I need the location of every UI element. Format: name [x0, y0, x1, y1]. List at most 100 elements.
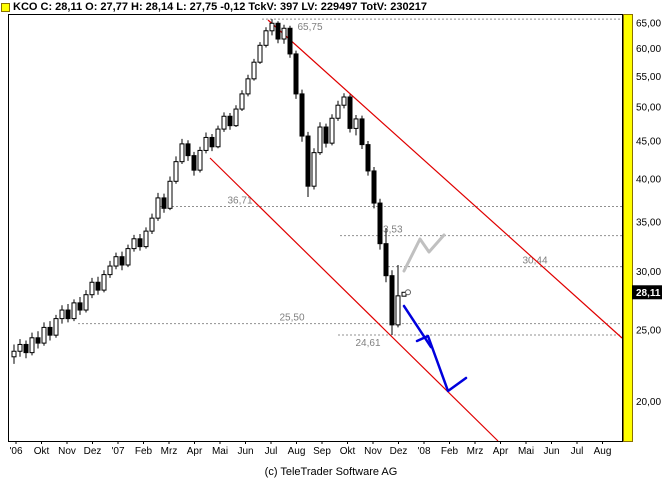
candle-body	[125, 248, 131, 266]
candle-body	[155, 197, 161, 219]
candle-body	[77, 302, 83, 311]
candle-body	[179, 143, 185, 163]
candle-body	[53, 318, 59, 336]
projection-1	[402, 304, 433, 349]
candle-body	[101, 274, 107, 291]
x-axis-label: Apr	[187, 446, 203, 457]
candle-body	[275, 22, 281, 40]
projection-2	[415, 334, 468, 393]
x-axis-label: Aug	[594, 446, 612, 457]
y-axis-label: 20,00	[636, 397, 661, 408]
candle-body	[233, 108, 239, 127]
candle-body	[281, 27, 287, 40]
quote-line: KCO C: 28,11 O: 27,77 H: 28,14 L: 27,75 …	[13, 1, 427, 13]
candle-body	[17, 343, 23, 352]
trendline-2	[209, 157, 499, 442]
candle-body	[251, 61, 257, 80]
x-axis-label: Dez	[84, 446, 102, 457]
x-axis-label: Aug	[288, 446, 306, 457]
candle-body	[371, 170, 377, 204]
candle-body	[11, 350, 17, 358]
y-axis-label: 55,00	[636, 72, 661, 83]
candle-body	[221, 115, 227, 130]
candle-body	[143, 230, 149, 248]
y-axis-label: 65,00	[636, 18, 661, 29]
candle-body	[257, 44, 263, 63]
candle-body	[83, 294, 89, 311]
candle-body	[341, 96, 347, 106]
price-axis-strip[interactable]	[623, 14, 633, 442]
current-price-box	[632, 285, 662, 300]
x-axis-label: Mrz	[467, 446, 484, 457]
x-axis-label: Nov	[58, 446, 76, 457]
candle-body	[203, 136, 209, 151]
candle-body	[119, 256, 125, 266]
candle-body	[23, 343, 29, 354]
last-price-marker	[405, 289, 411, 296]
candle-body	[227, 115, 233, 127]
y-axis-label: 45,00	[636, 137, 661, 148]
x-axis-label: Dez	[390, 446, 408, 457]
candle-body	[149, 217, 155, 232]
x-axis-label: Jun	[237, 446, 253, 457]
candle-body	[137, 238, 143, 248]
x-axis-label: Okt	[34, 446, 50, 457]
candle-body	[185, 143, 191, 157]
candle-body	[317, 126, 323, 154]
level-label-33,53: 33,53	[377, 225, 402, 236]
candle-body	[113, 256, 119, 267]
copyright-text: (c) TeleTrader Software AG	[264, 466, 398, 478]
candle-body	[311, 152, 317, 187]
y-axis-label: 60,00	[636, 44, 661, 55]
x-axis-label: Mai	[518, 446, 534, 457]
x-axis-label: Feb	[135, 446, 153, 457]
x-axis-label: Jul	[265, 446, 278, 457]
candle-body	[287, 27, 293, 55]
level-label-25,50: 25,50	[279, 313, 304, 324]
candle-body	[65, 309, 71, 320]
y-axis-label: 25,00	[636, 325, 661, 336]
trendline-1	[267, 19, 623, 339]
candle-body	[89, 281, 95, 296]
candle-body	[383, 243, 389, 277]
y-axis-label: 40,00	[636, 174, 661, 185]
candle-body	[95, 281, 101, 291]
candle-body	[299, 93, 305, 137]
candle-body	[365, 144, 371, 172]
candle-body	[245, 78, 251, 95]
candle-body	[329, 117, 335, 144]
candle-body	[323, 126, 329, 144]
candle-body	[359, 118, 365, 146]
candle-body	[29, 337, 35, 354]
candle-body	[293, 53, 299, 95]
x-axis-label: Jun	[543, 446, 559, 457]
candle-body	[41, 326, 47, 344]
candle-body	[263, 30, 269, 46]
candle-body	[209, 136, 215, 148]
candle-body	[239, 93, 245, 110]
candle-body	[353, 118, 359, 129]
x-axis-label: Okt	[340, 446, 356, 457]
level-label-30,44: 30,44	[522, 256, 547, 267]
y-axis-label: 35,00	[636, 217, 661, 228]
candle-body	[161, 197, 167, 209]
x-axis-label: Mrz	[161, 446, 178, 457]
candle-body	[347, 96, 353, 129]
x-axis-label: Sep	[313, 446, 331, 457]
candle-body	[107, 265, 113, 276]
x-axis-label: Feb	[441, 446, 459, 457]
candle-body	[71, 302, 77, 320]
candle-body	[191, 155, 197, 171]
x-axis-label: Mai	[212, 446, 228, 457]
y-axis-label: 30,00	[636, 267, 661, 278]
y-axis-label: 50,00	[636, 103, 661, 114]
candle-body	[395, 295, 401, 326]
candle-body	[59, 309, 65, 320]
plot-border	[8, 14, 623, 442]
candle-body	[35, 337, 41, 344]
level-label-36,71: 36,71	[227, 195, 252, 206]
quote-header: KCO C: 28,11 O: 27,77 H: 28,14 L: 27,75 …	[1, 1, 427, 13]
current-price-label: 28,11	[636, 288, 661, 299]
